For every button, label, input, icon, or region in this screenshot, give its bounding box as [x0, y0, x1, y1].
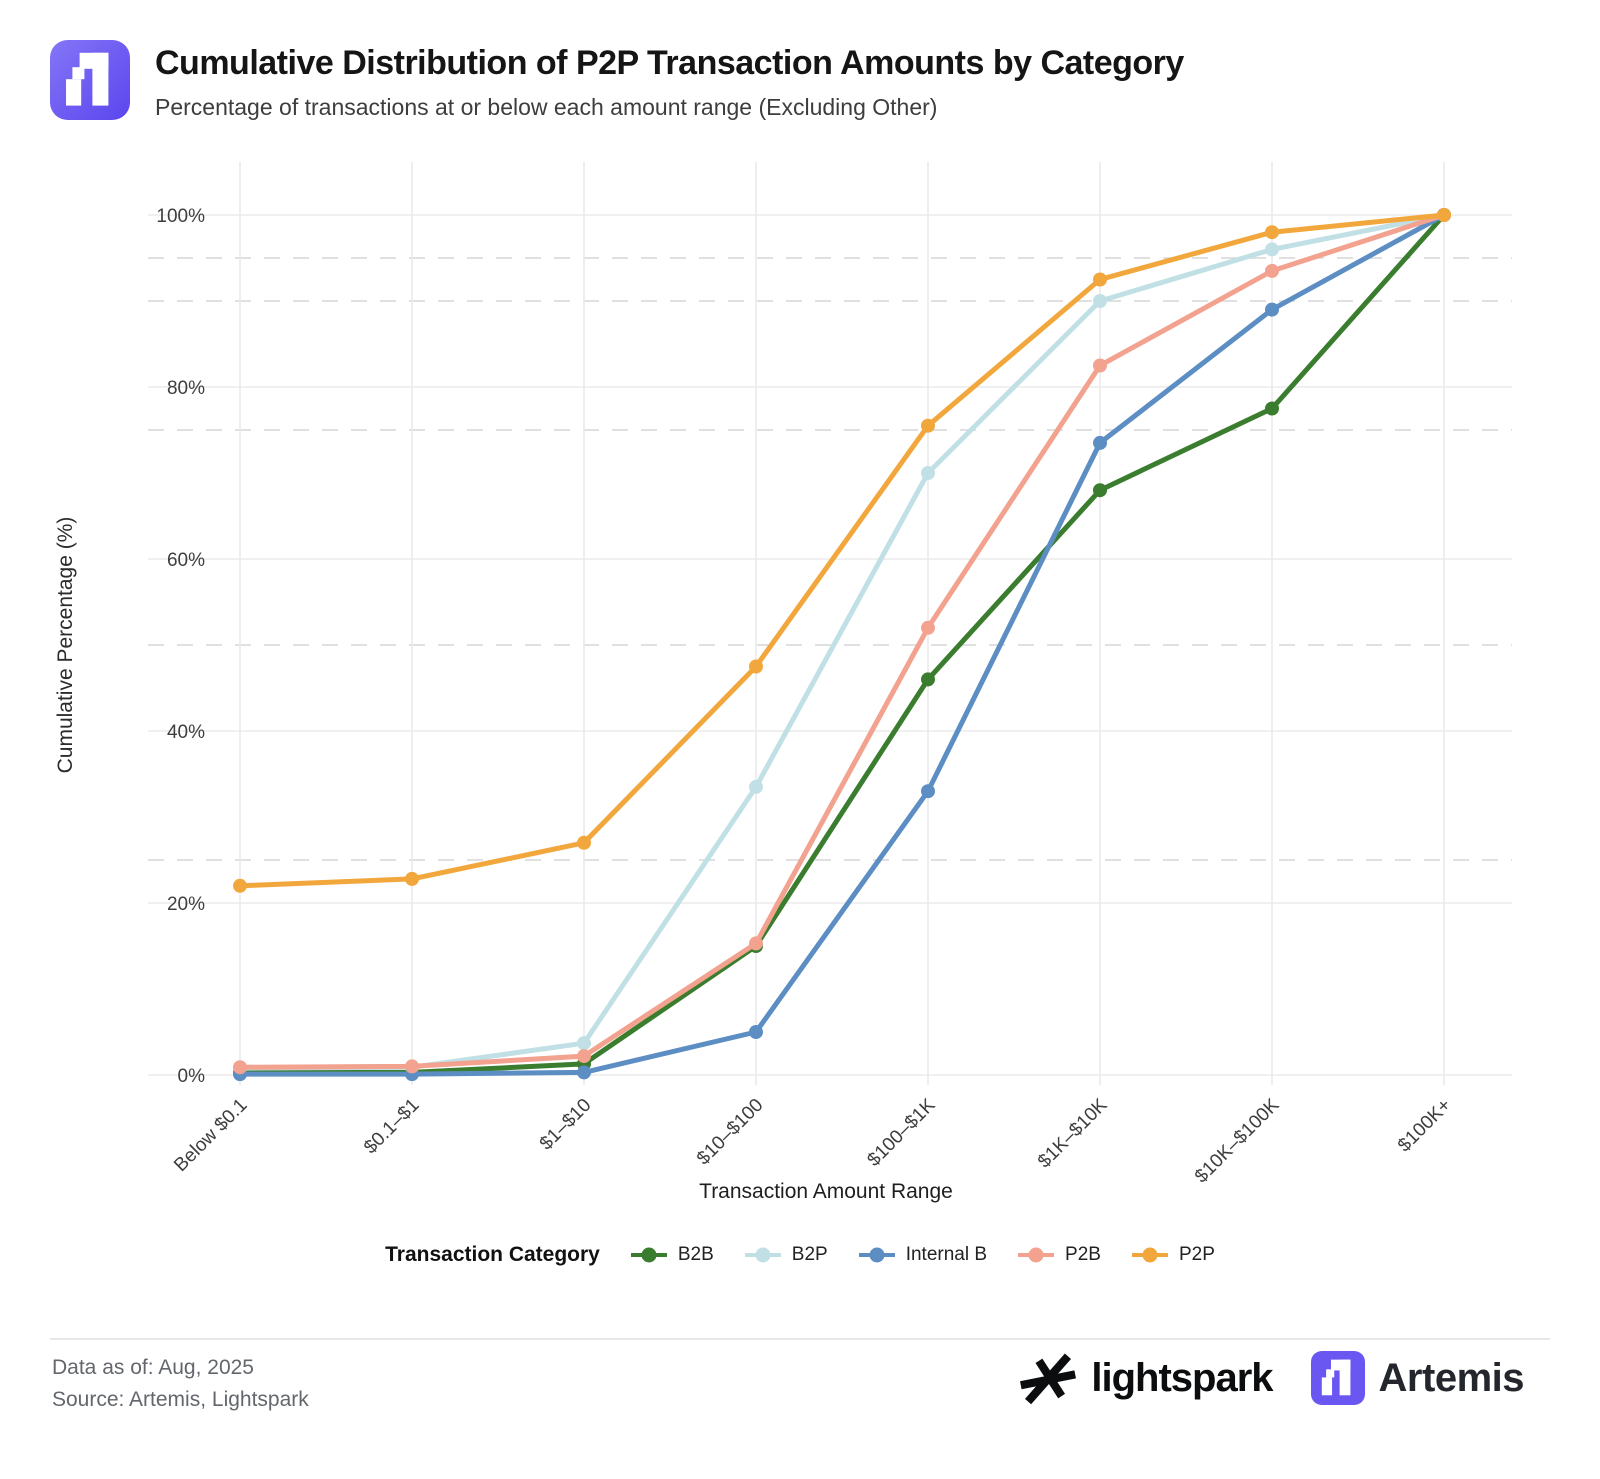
- data-point-p2p: [749, 659, 763, 674]
- data-point-p2b: [921, 620, 935, 635]
- lightspark-star-icon: [1020, 1353, 1077, 1405]
- data-point-b2p: [921, 466, 935, 480]
- legend-items: B2B B2P Internal B P2B P2P: [630, 1244, 1215, 1266]
- legend-item-p2b: P2B: [1017, 1244, 1101, 1266]
- series-line-p2p: [237, 212, 1447, 889]
- x-category-label: $100–$1K: [863, 1094, 939, 1170]
- lightspark-wordmark: lightspark: [1091, 1355, 1273, 1400]
- series-line-b2b: [237, 212, 1447, 1075]
- data-point-internal-b: [577, 1065, 591, 1080]
- series-line-p2b: [237, 212, 1447, 1070]
- page-subtitle: Percentage of transactions at or below e…: [155, 94, 938, 120]
- legend-item-label: P2B: [1065, 1244, 1101, 1265]
- page-title: Cumulative Distribution of P2P Transacti…: [155, 44, 1184, 82]
- legend-item-label: B2B: [677, 1244, 714, 1265]
- footer-meta: Data as of: Aug, 2025 Source: Artemis, L…: [52, 1352, 309, 1416]
- data-point-p2b: [749, 936, 763, 951]
- legend-item-b2p: B2P: [744, 1244, 828, 1266]
- artemis-wordmark: Artemis: [1378, 1355, 1525, 1400]
- x-category-label: $0.1–$1: [360, 1095, 423, 1158]
- data-point-p2p: [577, 835, 591, 850]
- y-tick-label: 100%: [156, 206, 205, 227]
- legend-marker-icon: [630, 1247, 667, 1263]
- chart-legend: Transaction Category B2B B2P Internal B P2B…: [0, 1232, 1600, 1278]
- data-point-p2b: [577, 1049, 591, 1064]
- data-point-p2p: [1265, 225, 1279, 240]
- x-category-label: $10–$100: [693, 1095, 768, 1170]
- x-category-label: $10K–$100K: [1191, 1094, 1284, 1187]
- legend-marker-icon: [744, 1247, 781, 1263]
- legend-item-b2b: B2B: [630, 1244, 714, 1266]
- data-point-b2b: [1093, 483, 1107, 498]
- x-category-label: Below $0.1: [170, 1095, 251, 1176]
- data-point-b2p: [1265, 242, 1279, 257]
- legend-item-label: B2P: [791, 1244, 828, 1265]
- source-label: Source: Artemis, Lightspark: [52, 1388, 309, 1411]
- data-point-p2p: [921, 418, 935, 433]
- x-category-label: $1K–$10K: [1034, 1094, 1112, 1172]
- artemis-logo-icon: [50, 38, 130, 122]
- artemis-footer-logo: Artemis: [1310, 1351, 1525, 1405]
- data-point-p2b: [1093, 358, 1107, 373]
- data-point-internal-b: [1265, 302, 1279, 317]
- data-point-b2p: [749, 779, 763, 794]
- legend-item-label: Internal B: [905, 1244, 988, 1265]
- legend-item-label: P2P: [1178, 1244, 1215, 1265]
- data-point-p2b: [405, 1059, 419, 1074]
- data-point-b2b: [921, 672, 935, 687]
- y-tick-label: 20%: [167, 894, 205, 915]
- legend-marker-icon: [1131, 1247, 1168, 1263]
- legend-item-p2p: P2P: [1131, 1244, 1215, 1266]
- y-tick-label: 80%: [167, 378, 205, 399]
- y-axis-title: Cumulative Percentage (%): [54, 517, 77, 774]
- lightspark-logo: lightspark: [1019, 1349, 1274, 1407]
- series-line-b2p: [237, 212, 1447, 1071]
- x-category-label: $100K+: [1394, 1095, 1456, 1157]
- x-axis-title: Transaction Amount Range: [699, 1180, 953, 1203]
- footer-logos: lightspark Artemis: [1019, 1346, 1525, 1410]
- data-point-internal-b: [749, 1025, 763, 1039]
- data-point-b2p: [1093, 294, 1107, 308]
- series-line-internal-b: [237, 212, 1447, 1077]
- y-tick-label: 60%: [167, 550, 205, 571]
- data-point-p2p: [405, 871, 419, 886]
- legend-marker-icon: [1018, 1247, 1055, 1263]
- data-point-p2p: [233, 878, 247, 893]
- artemis-footer-icon: [1310, 1351, 1365, 1405]
- data-point-b2b: [1265, 401, 1279, 416]
- y-tick-label: 40%: [167, 722, 205, 743]
- legend-marker-icon: [858, 1247, 895, 1263]
- legend-item-internal-b: Internal B: [858, 1244, 987, 1266]
- data-as-of-label: Data as of: Aug, 2025: [52, 1356, 254, 1379]
- data-point-b2p: [577, 1036, 591, 1051]
- data-point-p2b: [233, 1060, 247, 1075]
- data-point-internal-b: [921, 784, 935, 799]
- y-tick-label: 0%: [178, 1066, 206, 1087]
- data-point-internal-b: [1093, 435, 1107, 450]
- data-point-p2b: [1265, 263, 1279, 278]
- footer-divider: [50, 1338, 1550, 1340]
- legend-title: Transaction Category: [385, 1243, 600, 1266]
- data-point-p2p: [1093, 272, 1107, 287]
- x-category-label: $1–$10: [536, 1095, 596, 1155]
- data-point-p2p: [1437, 208, 1451, 222]
